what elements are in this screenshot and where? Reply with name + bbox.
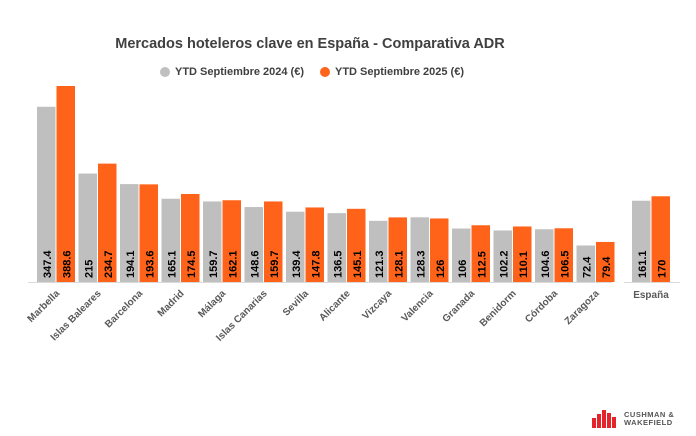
data-label: 136.5	[332, 250, 344, 278]
data-label: 165.1	[166, 250, 178, 278]
bar-2025	[596, 241, 615, 282]
category-label: España	[633, 290, 669, 301]
category-label: Sevilla	[281, 288, 311, 318]
bar-2025	[222, 200, 241, 282]
data-label: 72.4	[581, 256, 593, 278]
data-label: 104.6	[540, 250, 552, 278]
data-label: 388.6	[61, 250, 73, 278]
bar-2025	[305, 207, 324, 282]
logo-text-line2: WAKEFIELD	[624, 418, 673, 427]
data-label: 215	[83, 260, 95, 278]
data-label: 234.7	[103, 250, 115, 278]
data-label: 170	[656, 260, 668, 278]
bar-2025	[56, 86, 75, 282]
bar-2024	[37, 106, 56, 282]
bar-2025	[181, 193, 200, 282]
bar-2024	[632, 200, 651, 282]
bar-2025	[554, 228, 573, 282]
data-label: 121.3	[374, 250, 386, 278]
bar-2024	[203, 201, 222, 282]
bar-2024	[78, 173, 97, 282]
bar-2025	[513, 226, 532, 282]
category-label: Alicante	[317, 288, 353, 324]
bar-2024	[161, 198, 180, 282]
bar-2024	[286, 211, 305, 282]
legend-swatch-2025	[320, 67, 330, 77]
cushman-wakefield-logo: CUSHMAN & WAKEFIELD	[592, 410, 674, 428]
legend-label-2024: YTD Septiembre 2024 (€)	[175, 66, 304, 78]
category-label: Málaga	[196, 288, 228, 320]
chart-title: Mercados hoteleros clave en España - Com…	[115, 36, 505, 52]
data-label: 128.3	[415, 250, 427, 278]
data-label: 161.1	[637, 250, 649, 278]
data-label: 79.4	[601, 256, 613, 278]
legend-item-2025: YTD Septiembre 2025 (€)	[320, 66, 464, 78]
legend-label-2025: YTD Septiembre 2025 (€)	[335, 66, 464, 78]
data-label: 194.1	[125, 250, 137, 278]
data-label: 112.5	[476, 251, 488, 278]
category-label: Zaragoza	[563, 288, 602, 327]
data-label: 193.6	[144, 250, 156, 278]
bar-2025	[430, 218, 449, 282]
bar-2025	[388, 217, 407, 282]
bar-2024	[410, 217, 429, 282]
bar-2025	[98, 163, 117, 282]
data-label: 147.8	[310, 250, 322, 278]
bar-2024	[120, 184, 139, 282]
bar-2025	[139, 184, 158, 282]
bar-2024	[244, 207, 263, 282]
bar-2024	[369, 220, 388, 282]
category-label: Granada	[441, 288, 478, 325]
bar-2025	[651, 196, 670, 282]
bar-2024	[535, 229, 554, 282]
category-label: Vizcaya	[361, 288, 395, 322]
legend: YTD Septiembre 2024 (€) YTD Septiembre 2…	[160, 66, 464, 78]
data-label: 145.1	[352, 250, 364, 278]
bar-2024	[493, 230, 512, 282]
bar-2025	[264, 201, 283, 282]
category-label: Madrid	[156, 288, 187, 319]
data-label: 128.1	[393, 250, 405, 278]
bar-2024	[452, 228, 471, 282]
data-label: 159.7	[269, 250, 281, 278]
legend-swatch-2024	[160, 67, 170, 77]
data-label: 347.4	[42, 250, 54, 278]
logo-building-icon	[592, 410, 616, 428]
data-label: 148.6	[249, 250, 261, 278]
data-label: 106.5	[559, 250, 571, 278]
category-label: Valencia	[400, 288, 436, 324]
bar-2024	[327, 213, 346, 282]
bar-2025	[347, 208, 366, 282]
bar-2025	[471, 225, 490, 282]
logo-text-line1: CUSHMAN &	[624, 410, 675, 419]
data-label: 126	[435, 260, 447, 278]
bar-2024	[576, 245, 595, 282]
data-label: 159.7	[208, 250, 220, 278]
legend-item-2024: YTD Septiembre 2024 (€)	[160, 66, 304, 78]
data-label: 106	[457, 260, 469, 278]
data-label: 102.2	[498, 250, 510, 278]
data-label: 174.5	[186, 250, 198, 278]
data-label: 110.1	[518, 251, 530, 278]
data-label: 139.4	[291, 250, 303, 278]
category-label: Barcelona	[103, 288, 145, 330]
category-label: Marbella	[26, 288, 63, 325]
category-label: Benidorm	[478, 288, 519, 329]
data-label: 162.1	[227, 250, 239, 278]
category-label: Córdoba	[523, 288, 560, 325]
